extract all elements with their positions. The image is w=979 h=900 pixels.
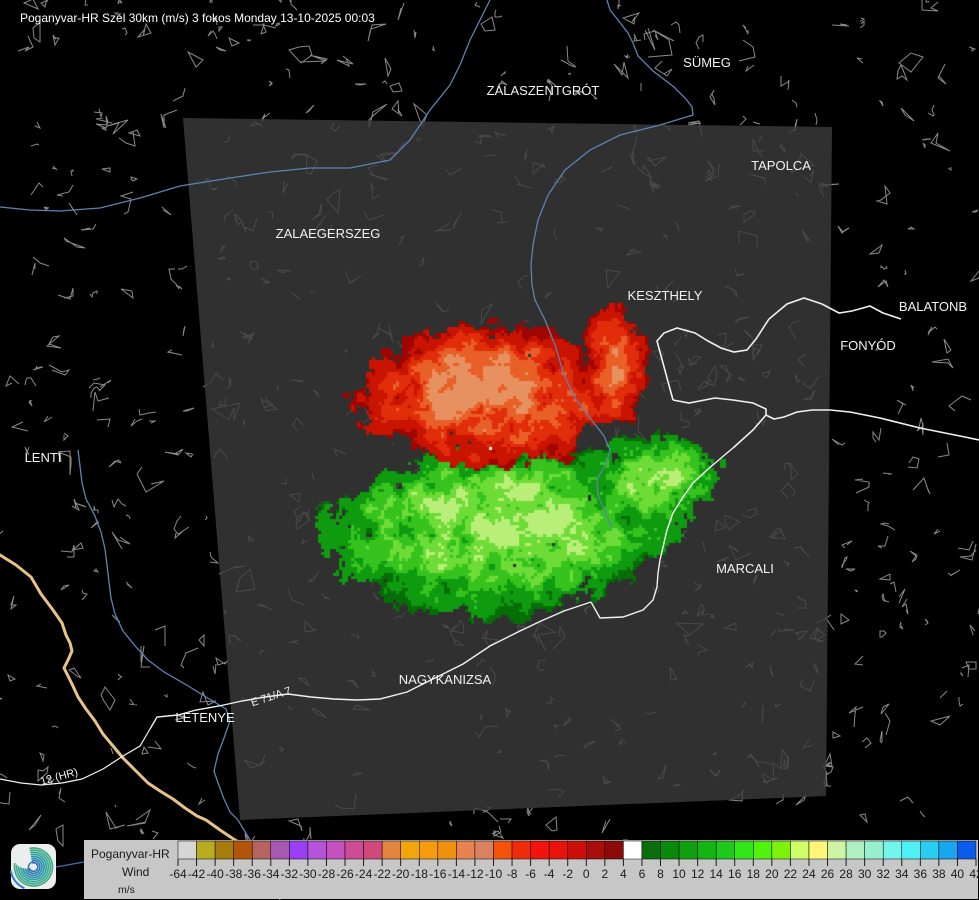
svg-text:-36: -36 <box>244 867 262 881</box>
svg-text:10: 10 <box>672 867 686 881</box>
svg-text:4: 4 <box>620 867 627 881</box>
svg-text:34: 34 <box>895 867 909 881</box>
svg-text:30: 30 <box>858 867 872 881</box>
svg-text:-22: -22 <box>373 867 391 881</box>
svg-text:-64: -64 <box>169 867 187 881</box>
svg-text:24: 24 <box>802 867 816 881</box>
svg-text:18: 18 <box>747 867 761 881</box>
svg-text:6: 6 <box>639 867 646 881</box>
svg-text:-32: -32 <box>281 867 299 881</box>
svg-text:22: 22 <box>784 867 798 881</box>
svg-text:12: 12 <box>691 867 705 881</box>
svg-text:14: 14 <box>710 867 724 881</box>
svg-text:32: 32 <box>877 867 891 881</box>
svg-text:-34: -34 <box>262 867 280 881</box>
svg-text:26: 26 <box>821 867 835 881</box>
svg-text:42: 42 <box>969 867 979 881</box>
svg-text:-28: -28 <box>318 867 336 881</box>
svg-text:40: 40 <box>951 867 965 881</box>
svg-text:-42: -42 <box>188 867 206 881</box>
svg-text:38: 38 <box>932 867 946 881</box>
svg-text:-20: -20 <box>392 867 410 881</box>
svg-text:-38: -38 <box>225 867 243 881</box>
svg-text:-40: -40 <box>206 867 224 881</box>
svg-text:36: 36 <box>914 867 928 881</box>
svg-text:16: 16 <box>728 867 742 881</box>
svg-text:-18: -18 <box>411 867 429 881</box>
svg-text:-14: -14 <box>448 867 466 881</box>
svg-text:m/s: m/s <box>118 884 135 896</box>
svg-text:8: 8 <box>657 867 664 881</box>
svg-text:-26: -26 <box>336 867 354 881</box>
svg-text:28: 28 <box>839 867 853 881</box>
svg-text:20: 20 <box>765 867 779 881</box>
svg-text:-10: -10 <box>485 867 503 881</box>
svg-text:-24: -24 <box>355 867 373 881</box>
svg-text:Poganyvar-HR: Poganyvar-HR <box>91 847 170 861</box>
svg-text:-16: -16 <box>429 867 447 881</box>
svg-text:0: 0 <box>583 867 590 881</box>
svg-text:-2: -2 <box>562 867 573 881</box>
svg-text:-6: -6 <box>525 867 536 881</box>
svg-text:-12: -12 <box>466 867 484 881</box>
svg-text:2: 2 <box>601 867 608 881</box>
svg-text:-30: -30 <box>299 867 317 881</box>
svg-text:-4: -4 <box>544 867 555 881</box>
svg-text:Wind: Wind <box>122 865 149 879</box>
svg-text:-8: -8 <box>507 867 518 881</box>
